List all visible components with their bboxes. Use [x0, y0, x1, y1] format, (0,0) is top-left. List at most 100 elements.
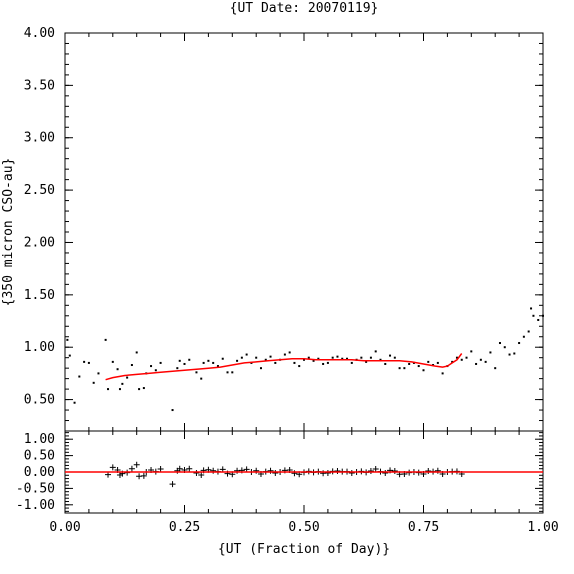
data-point	[408, 362, 411, 365]
y-tick-label: 0.50	[24, 449, 55, 464]
residual-point	[372, 466, 379, 473]
data-point	[369, 356, 372, 359]
fit-curve	[105, 353, 463, 381]
data-point	[159, 361, 162, 364]
residual-point	[272, 469, 279, 476]
residual-point	[348, 469, 355, 476]
y-axis-label: {350 micron CSO-au}	[1, 158, 16, 307]
data-point	[130, 364, 133, 367]
residual-point	[140, 472, 147, 479]
data-point	[221, 357, 224, 360]
data-point	[202, 361, 205, 364]
data-point	[87, 361, 90, 364]
data-point	[393, 356, 396, 359]
y-tick-label: 2.00	[24, 235, 55, 250]
data-point	[259, 367, 262, 370]
residual-point	[109, 464, 116, 471]
data-point	[97, 372, 100, 375]
data-point	[111, 360, 114, 363]
data-point	[494, 367, 497, 370]
data-point	[121, 382, 124, 385]
data-point	[240, 356, 243, 359]
residual-point	[169, 481, 176, 488]
data-point	[465, 356, 468, 359]
residual-point	[210, 467, 217, 474]
x-axis-label: {UT (Fraction of Day)}	[218, 542, 390, 557]
data-point	[126, 376, 129, 379]
data-point	[451, 360, 454, 363]
data-point	[216, 365, 219, 368]
data-point	[508, 353, 511, 356]
data-point	[479, 358, 482, 361]
data-point	[138, 388, 141, 391]
data-point	[518, 342, 521, 345]
residual-point	[198, 471, 205, 478]
data-point	[135, 351, 138, 354]
x-tick-label: 0.00	[49, 520, 80, 535]
x-tick-label: 0.50	[288, 520, 319, 535]
data-point	[441, 372, 444, 375]
data-point	[489, 351, 492, 354]
data-point	[231, 371, 234, 374]
data-point	[513, 352, 516, 355]
data-point	[427, 360, 430, 363]
data-point	[312, 359, 315, 362]
data-point	[527, 330, 530, 333]
data-point	[66, 338, 69, 341]
x-tick-label: 0.75	[408, 520, 439, 535]
data-point	[346, 357, 349, 360]
main-panel	[64, 32, 544, 432]
residual-point	[133, 461, 140, 468]
y-tick-label: 3.00	[24, 131, 55, 146]
data-point	[336, 355, 339, 358]
data-point	[455, 356, 458, 359]
data-point	[255, 356, 258, 359]
data-point	[83, 360, 86, 363]
residual-point	[334, 468, 341, 475]
residual-point	[186, 465, 193, 472]
data-point	[178, 359, 181, 362]
data-point	[195, 371, 198, 374]
data-point	[460, 358, 463, 361]
data-point	[212, 361, 215, 364]
data-point	[118, 388, 121, 391]
data-point	[503, 346, 506, 349]
data-point	[322, 362, 325, 365]
data-point	[436, 361, 439, 364]
data-point	[150, 365, 153, 368]
data-point	[498, 342, 501, 345]
data-point	[200, 377, 203, 380]
data-point	[207, 359, 210, 362]
data-point	[107, 388, 110, 391]
residual-point	[291, 470, 298, 477]
data-point	[365, 360, 368, 363]
data-point	[360, 356, 363, 359]
residual-point	[324, 469, 331, 476]
y-tick-label: 0.50	[24, 393, 55, 408]
data-point	[188, 358, 191, 361]
residual-point	[425, 468, 432, 475]
data-point	[470, 350, 473, 353]
data-point	[264, 358, 267, 361]
data-point	[236, 359, 239, 362]
data-point	[78, 375, 81, 378]
data-point	[269, 355, 272, 358]
chart-title: {UT Date: 20070119}	[230, 1, 379, 16]
data-point	[532, 314, 535, 317]
data-point	[298, 365, 301, 368]
data-point	[422, 369, 425, 372]
residual-point	[391, 468, 398, 475]
data-point	[104, 338, 107, 341]
x-tick-label: 1.00	[527, 520, 558, 535]
y-tick-label: 1.50	[24, 288, 55, 303]
residual-point	[176, 465, 183, 472]
data-point	[389, 354, 392, 357]
data-point	[379, 358, 382, 361]
data-point	[384, 362, 387, 365]
data-point	[73, 401, 76, 404]
residual-point	[157, 466, 164, 473]
data-point	[176, 367, 179, 370]
data-point	[398, 367, 401, 370]
data-point	[226, 371, 229, 374]
y-tick-label: -1.00	[16, 498, 55, 513]
